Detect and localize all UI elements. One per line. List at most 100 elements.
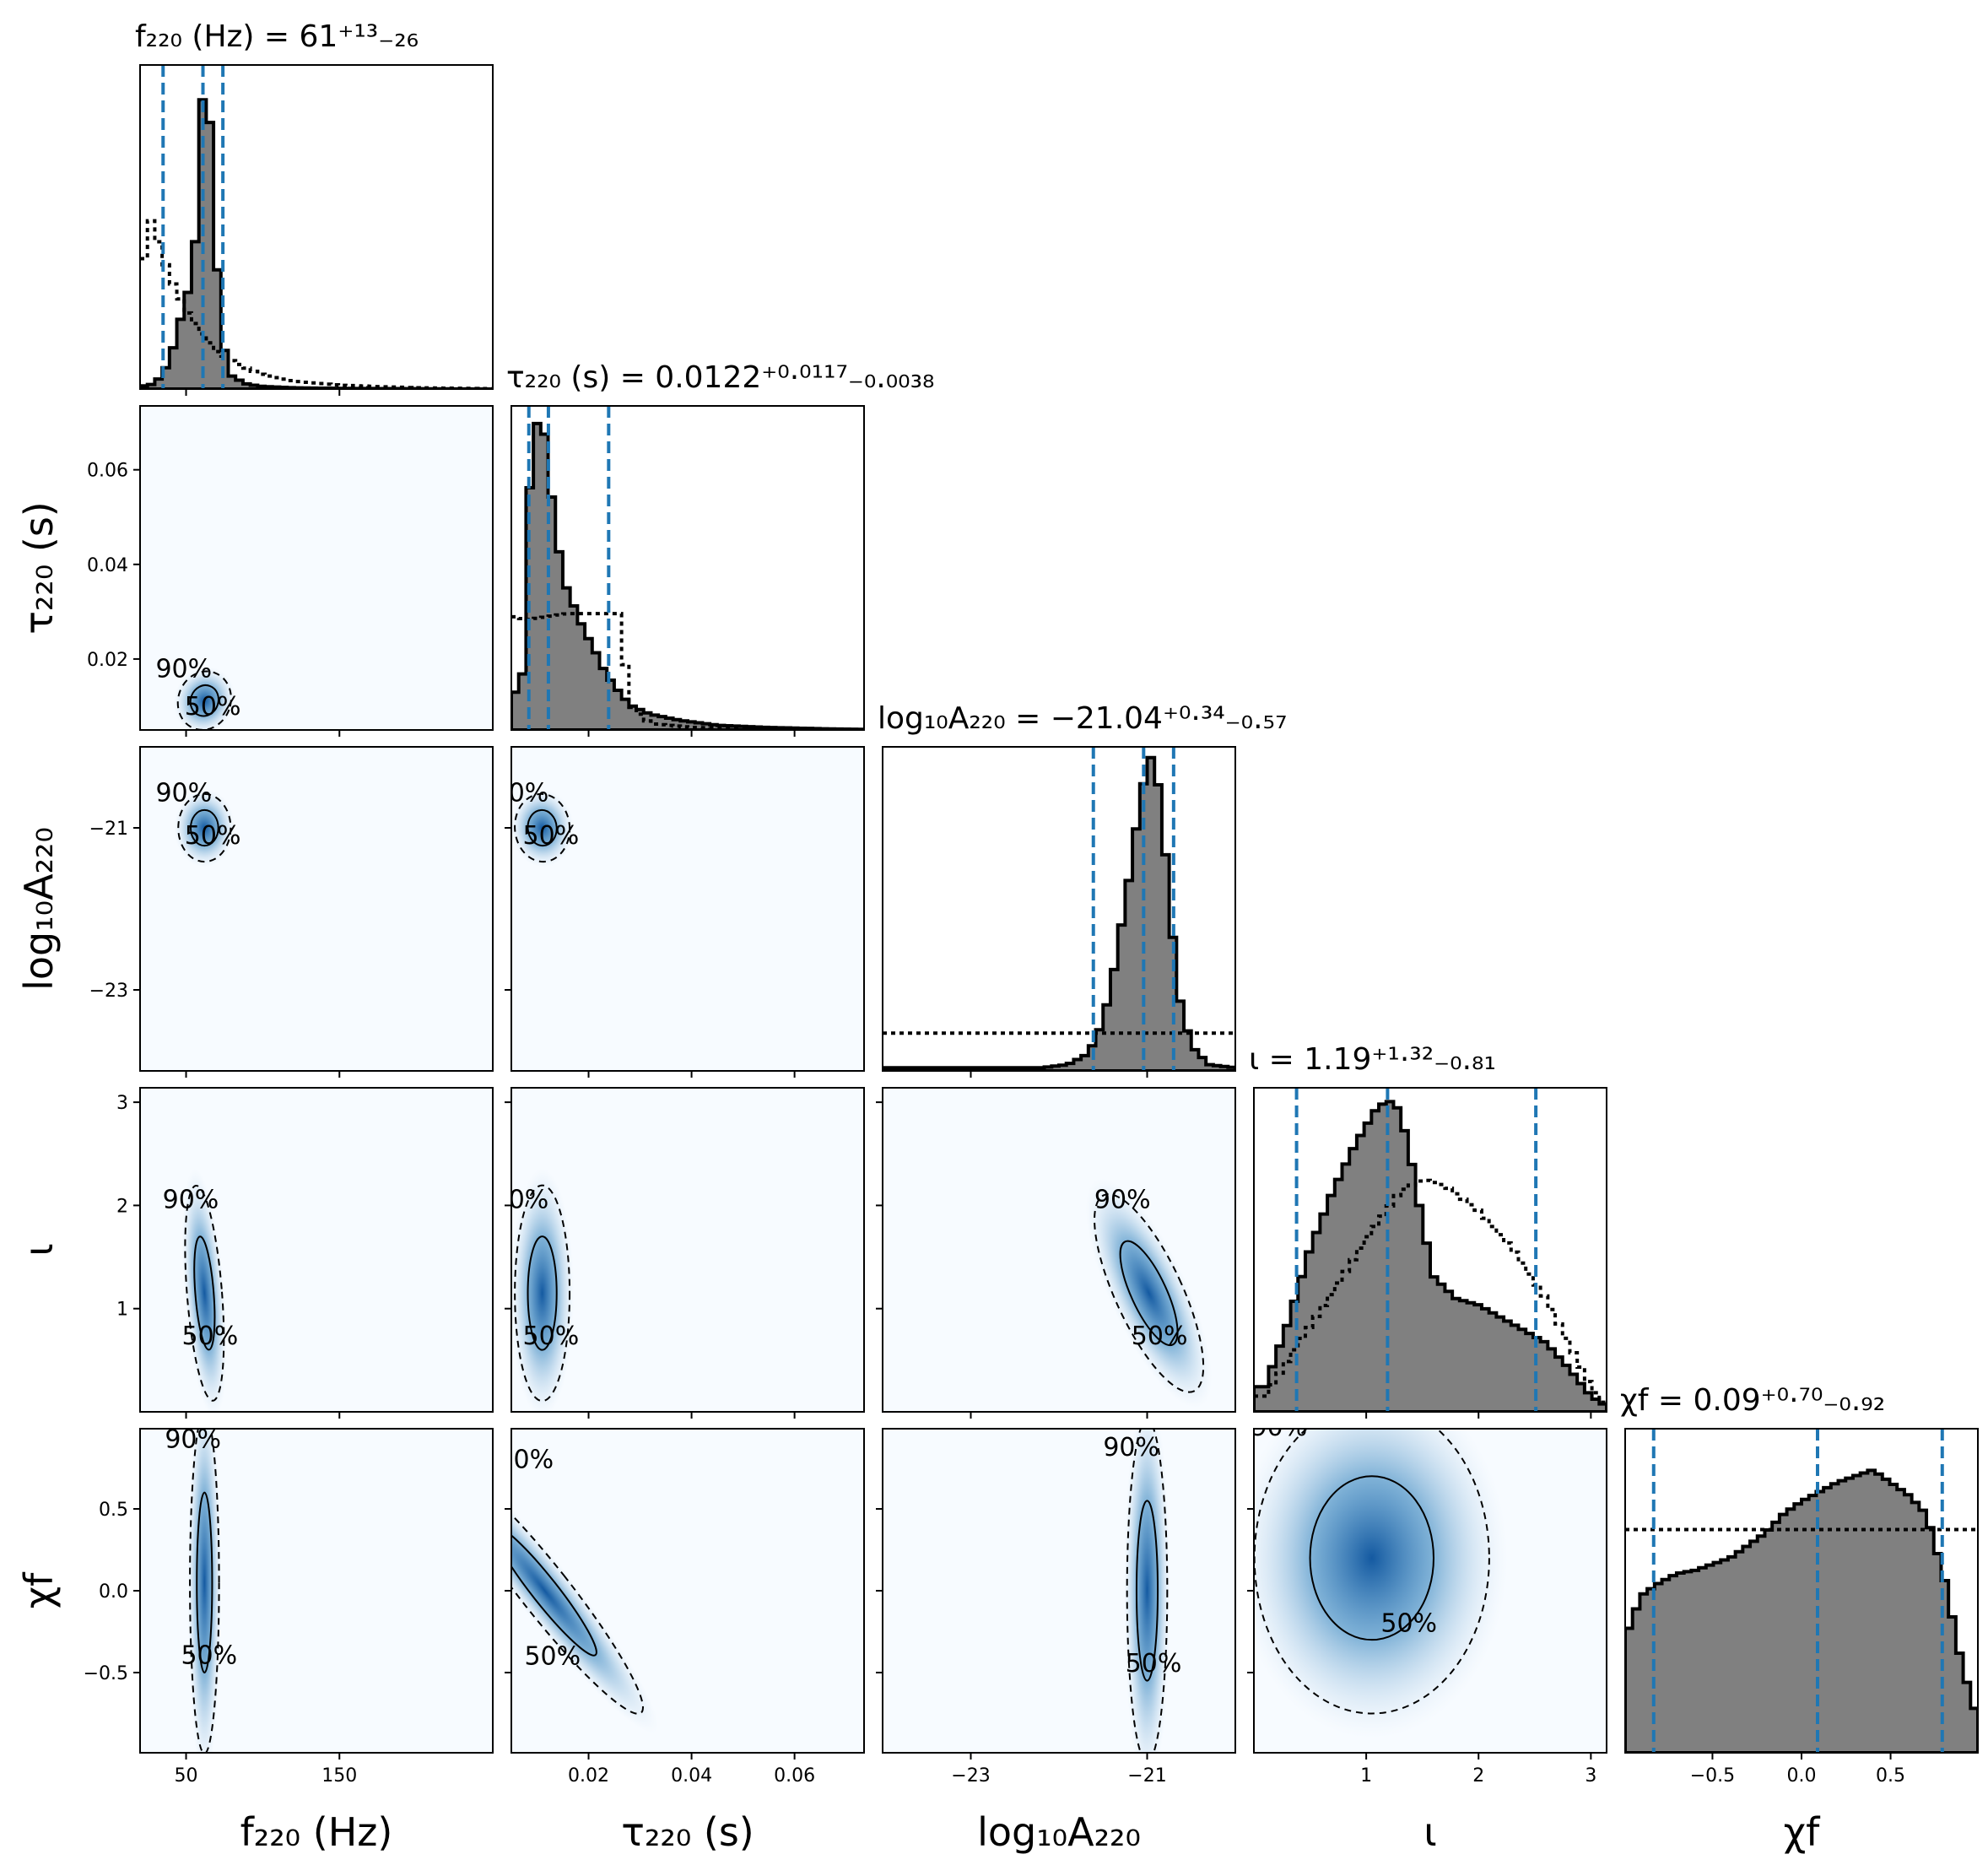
- density-panel-tau220-log10A220: 90%50%: [493, 746, 865, 1072]
- x-tick-label: 0.06: [774, 1765, 815, 1787]
- y-tick-label: 0.0: [99, 1581, 128, 1603]
- density-blob: [181, 1168, 227, 1412]
- contour-90: [189, 1429, 220, 1753]
- contour-label-90: 90%: [1251, 1413, 1308, 1442]
- y-tick-label: 0.04: [87, 555, 128, 576]
- panel-frame: [139, 64, 494, 390]
- contour-label-90: 90%: [155, 778, 212, 808]
- panel-frame: [511, 746, 865, 1072]
- contour-label-50: 50%: [523, 1322, 580, 1351]
- y-tick-label: −23: [89, 981, 128, 1002]
- x-tick-label: 0.04: [671, 1765, 712, 1787]
- contour-label-50: 50%: [185, 821, 241, 851]
- posterior-histogram: [883, 755, 1235, 1071]
- contour-90: [514, 1184, 571, 1403]
- density-blob: [187, 1429, 222, 1753]
- x-axis-label-log10A220: log₁₀A₂₂₀: [977, 1809, 1141, 1855]
- x-tick-label: 50: [175, 1765, 198, 1787]
- x-tick-label: −0.5: [1690, 1765, 1735, 1787]
- panel-frame: [882, 746, 1236, 1072]
- density-blob: [1254, 1429, 1508, 1738]
- y-tick-label: 2: [116, 1196, 128, 1217]
- density-panel-tau220-chif: 90% 50%: [497, 1428, 865, 1754]
- panel-frame: [139, 1087, 494, 1413]
- contour-90: [1126, 1429, 1169, 1753]
- density-panel-f220-log10A220: 90%50%: [139, 746, 494, 1072]
- x-tick-label: 150: [321, 1765, 357, 1787]
- contour-50: [193, 1235, 216, 1351]
- contour-label-50: 50%: [181, 1641, 237, 1670]
- x-tick-label: 3: [1585, 1765, 1596, 1787]
- prior-histogram: [140, 219, 493, 389]
- contour-90: [1094, 1193, 1205, 1393]
- y-tick-label: −0.5: [84, 1663, 128, 1684]
- contour-label-90: 90%: [493, 778, 549, 808]
- density-blob: [174, 788, 235, 868]
- density-panel-log10A220-chif: 90% 50%: [882, 1428, 1236, 1754]
- posterior-histogram: [1625, 1468, 1978, 1753]
- contour-50: [527, 1235, 558, 1351]
- contour-label-90: 90%: [1103, 1433, 1159, 1462]
- density-blob: [1123, 1429, 1171, 1753]
- x-tick-label: 0.0: [1787, 1765, 1817, 1787]
- hist-panel-log10A220: log₁₀A₂₂₀ = −21.04⁺⁰·³⁴₋₀.₅₇: [878, 701, 1287, 1072]
- panel-frame: [1253, 1087, 1607, 1413]
- x-tick-label: 0.02: [568, 1765, 609, 1787]
- x-tick-label: 1: [1360, 1765, 1372, 1787]
- y-tick-label: −21: [89, 819, 128, 840]
- y-tick-label: 0.06: [87, 461, 128, 482]
- density-panel-f220-tau220: 90%50%: [139, 405, 494, 731]
- hist-panel-iota: ι = 1.19⁺¹·³²₋₀.₈₁: [1249, 1042, 1607, 1413]
- hist-panel-f220: f₂₂₀ (Hz) = 61⁺¹³₋₂₆: [135, 19, 494, 390]
- x-tick-label: 2: [1472, 1765, 1484, 1787]
- contour-50: [1135, 1500, 1159, 1682]
- density-panel-tau220-iota: 90% 50%: [493, 1087, 865, 1413]
- contour-90: [511, 1467, 644, 1715]
- contour-90: [184, 1184, 225, 1402]
- panel-title-tau220: τ₂₂₀ (s) = 0.0122⁺⁰·⁰¹¹⁷₋₀.₀₀₃₈: [506, 360, 934, 395]
- contour-90: [514, 792, 571, 863]
- contour-50: [189, 808, 219, 847]
- y-tick-label: 0.02: [87, 650, 128, 671]
- panel-title-chif: χf = 0.09⁺⁰·⁷⁰₋₀.₉₂: [1620, 1383, 1885, 1418]
- contour-label-90: 90%: [493, 1185, 549, 1214]
- contour-50: [1309, 1475, 1434, 1641]
- contour-50: [189, 684, 219, 717]
- contour-label-90: 90%: [497, 1446, 554, 1475]
- contour-90: [177, 792, 232, 863]
- panel-title-log10A220: log₁₀A₂₂₀ = −21.04⁺⁰·³⁴₋₀.₅₇: [878, 701, 1287, 736]
- contour-50: [1119, 1240, 1179, 1347]
- contour-label-90: 90%: [155, 654, 212, 684]
- x-axis-label-tau220: τ₂₂₀ (s): [621, 1809, 754, 1855]
- posterior-histogram: [140, 98, 493, 389]
- contour-label-50: 50%: [185, 692, 241, 722]
- density-blob: [1085, 1178, 1213, 1408]
- contour-label-50: 50%: [1132, 1322, 1188, 1351]
- posterior-histogram: [1254, 1100, 1607, 1412]
- y-axis-label-log10A220: log₁₀A₂₂₀: [16, 827, 62, 991]
- y-tick-label: 1: [116, 1300, 128, 1321]
- panel-frame: [511, 405, 865, 731]
- x-axis-label-f220: f₂₂₀ (Hz): [240, 1809, 393, 1855]
- hist-panel-chif: χf = 0.09⁺⁰·⁷⁰₋₀.₉₂: [1620, 1383, 1979, 1754]
- x-tick-label: −23: [951, 1765, 990, 1787]
- x-tick-label: −21: [1127, 1765, 1166, 1787]
- contour-label-50: 50%: [523, 821, 580, 851]
- density-panel-log10A220-iota: 90% 50%: [882, 1087, 1236, 1413]
- density-panel-f220-iota: 90% 50%: [139, 1087, 494, 1413]
- density-background: [511, 747, 864, 1071]
- contour-label-50: 50%: [1126, 1649, 1182, 1678]
- y-axis-label-chif: χf: [16, 1571, 62, 1609]
- posterior-histogram: [511, 421, 864, 730]
- y-axis-label-tau220: τ₂₂₀ (s): [16, 501, 62, 635]
- density-blob: [173, 667, 235, 730]
- contour-50: [196, 1491, 213, 1673]
- density-blob: [511, 788, 575, 868]
- panel-frame: [139, 746, 494, 1072]
- contour-50: [527, 808, 558, 847]
- y-tick-label: 3: [116, 1093, 128, 1114]
- contour-label-90: 90%: [165, 1424, 221, 1454]
- y-tick-label: 0.5: [99, 1500, 128, 1521]
- panel-title-f220: f₂₂₀ (Hz) = 61⁺¹³₋₂₆: [135, 19, 419, 54]
